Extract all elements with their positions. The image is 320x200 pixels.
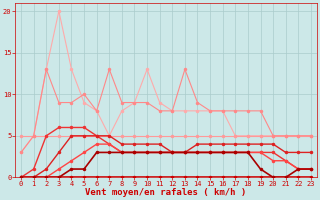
X-axis label: Vent moyen/en rafales ( km/h ): Vent moyen/en rafales ( km/h ) xyxy=(85,188,247,197)
